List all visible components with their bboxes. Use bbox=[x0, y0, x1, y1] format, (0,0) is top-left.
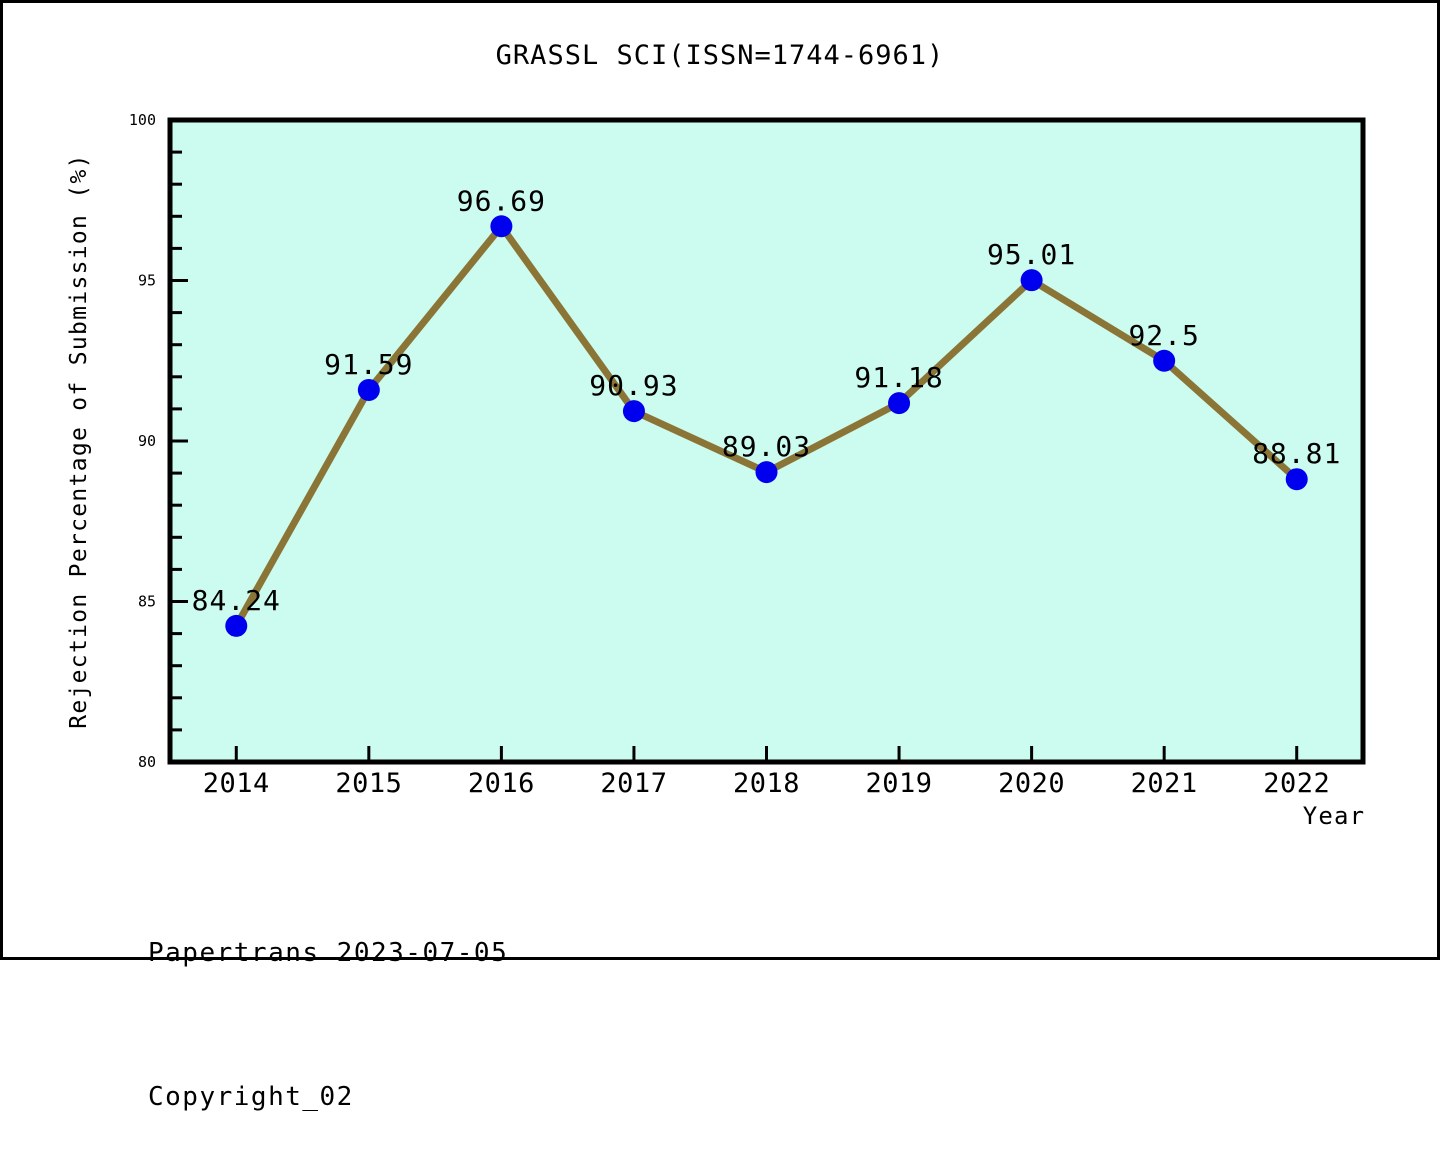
y-axis-minor-ticks bbox=[170, 150, 182, 732]
data-point-marker[interactable] bbox=[755, 461, 778, 484]
y-axis-major-ticks bbox=[170, 118, 188, 764]
data-point-label: 88.81 bbox=[1252, 437, 1341, 470]
data-point-marker[interactable] bbox=[1020, 269, 1043, 292]
data-point-label: 96.69 bbox=[457, 184, 546, 217]
page-title: GRASSL SCI(ISSN=1744-6961) bbox=[495, 40, 945, 71]
y-tick-label: 100 bbox=[129, 111, 156, 129]
data-point-marker[interactable] bbox=[888, 392, 911, 415]
x-tick-label: 2015 bbox=[335, 768, 402, 799]
y-tick-label: 80 bbox=[138, 753, 156, 771]
x-tick-label: 2016 bbox=[468, 768, 535, 799]
data-point-label: 92.5 bbox=[1128, 319, 1199, 352]
x-tick-label: 2014 bbox=[203, 768, 270, 799]
data-point-value-labels: 84.24 91.59 96.69 90.93 89.03 91.18 95.01 92.5 8… bbox=[192, 184, 1341, 617]
x-tick-label: 2021 bbox=[1131, 768, 1198, 799]
data-point-marker[interactable] bbox=[622, 400, 645, 423]
x-axis-title: Year bbox=[1303, 802, 1366, 830]
data-point-label: 91.59 bbox=[324, 348, 413, 381]
data-point-label: 89.03 bbox=[722, 430, 811, 463]
x-axis-tick-labels: 2014 2015 2016 2017 2018 2019 2020 2021 2022 bbox=[203, 768, 1330, 799]
x-tick-label: 2017 bbox=[600, 768, 667, 799]
plot-area-background bbox=[170, 120, 1363, 762]
x-axis-ticks bbox=[234, 746, 1299, 762]
x-tick-label: 2019 bbox=[866, 768, 933, 799]
y-tick-label: 90 bbox=[138, 432, 156, 450]
y-axis-tick-labels: 80 85 90 95 100 bbox=[129, 111, 156, 771]
data-point-marker[interactable] bbox=[1153, 349, 1176, 372]
y-tick-label: 95 bbox=[138, 272, 156, 290]
y-tick-label: 85 bbox=[138, 593, 156, 611]
data-point-label: 95.01 bbox=[987, 238, 1076, 271]
data-point-marker[interactable] bbox=[490, 215, 513, 238]
data-point-label: 90.93 bbox=[589, 369, 678, 402]
data-point-label: 91.18 bbox=[854, 361, 943, 394]
data-point-marker[interactable] bbox=[1285, 468, 1308, 491]
data-point-marker[interactable] bbox=[225, 614, 248, 637]
x-tick-label: 2020 bbox=[998, 768, 1065, 799]
footer-block: Papertrans 2023-07-05 Copyright_02 bbox=[148, 833, 508, 1169]
footer-papertrans-date: Papertrans 2023-07-05 bbox=[148, 938, 509, 968]
line-chart-plot: 80 85 90 95 100 2014 2015 2016 2017 2018 2019 2020… bbox=[66, 111, 1366, 830]
footer-copyright: Copyright_02 bbox=[148, 1082, 354, 1112]
y-axis-title: Rejection Percentage of Submission (%) bbox=[66, 153, 92, 729]
data-point-marker[interactable] bbox=[357, 378, 380, 401]
x-tick-label: 2022 bbox=[1263, 768, 1330, 799]
x-tick-label: 2018 bbox=[733, 768, 800, 799]
data-point-label: 84.24 bbox=[192, 584, 281, 617]
data-point-markers bbox=[225, 215, 1308, 637]
